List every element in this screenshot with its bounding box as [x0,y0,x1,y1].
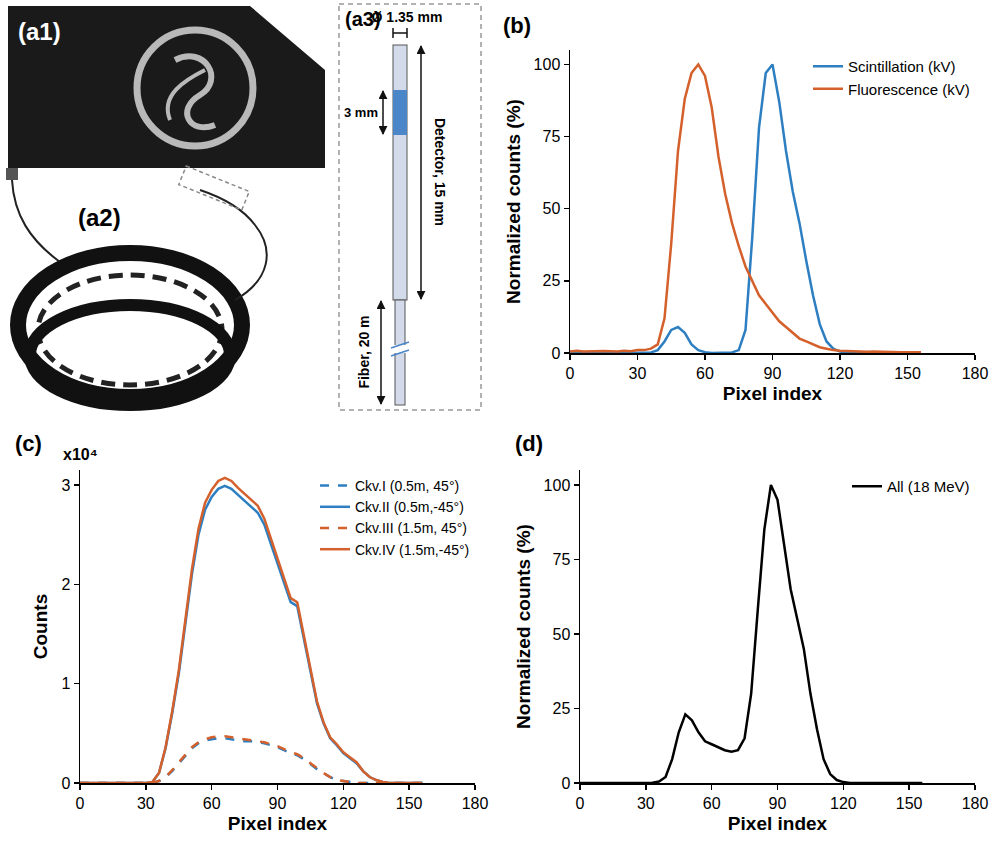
svg-text:(d): (d) [515,431,543,456]
svg-text:180: 180 [962,795,989,812]
svg-text:Pixel index: Pixel index [228,813,328,834]
svg-text:Ckv.II (0.5m,-45°): Ckv.II (0.5m,-45°) [355,499,464,515]
svg-text:Ckv.IV (1.5m,-45°): Ckv.IV (1.5m,-45°) [355,542,469,558]
svg-text:3: 3 [61,477,70,494]
svg-text:Scintillation (kV): Scintillation (kV) [848,58,956,75]
svg-text:0: 0 [576,795,585,812]
svg-text:50: 50 [543,200,561,217]
svg-text:75: 75 [553,551,571,568]
svg-text:0: 0 [561,775,570,792]
svg-text:60: 60 [696,365,714,382]
svg-text:x10⁴: x10⁴ [63,446,98,463]
svg-text:0: 0 [551,345,560,362]
svg-text:(c): (c) [15,431,42,456]
svg-text:120: 120 [330,795,357,812]
svg-text:Detector, 15 mm: Detector, 15 mm [432,118,448,226]
svg-text:All (18 MeV): All (18 MeV) [887,478,970,495]
svg-text:(a2): (a2) [78,204,121,231]
svg-text:1: 1 [61,675,70,692]
svg-text:180: 180 [462,795,489,812]
svg-text:0: 0 [566,365,575,382]
svg-text:Ckv.III (1.5m, 45°): Ckv.III (1.5m, 45°) [355,520,467,536]
svg-text:150: 150 [894,365,921,382]
svg-text:150: 150 [396,795,423,812]
svg-text:150: 150 [896,795,923,812]
svg-text:90: 90 [269,795,287,812]
svg-text:50: 50 [553,626,571,643]
svg-text:2: 2 [61,576,70,593]
svg-text:60: 60 [203,795,221,812]
svg-text:(b): (b) [503,13,531,38]
svg-text:30: 30 [137,795,155,812]
svg-text:0: 0 [61,775,70,792]
svg-text:Pixel index: Pixel index [723,383,823,404]
svg-text:100: 100 [544,477,571,494]
svg-text:Pixel index: Pixel index [728,813,828,834]
svg-text:Normalized counts (%): Normalized counts (%) [503,99,524,304]
svg-text:Counts: Counts [30,594,51,659]
svg-text:0: 0 [76,795,85,812]
svg-text:100: 100 [534,56,561,73]
svg-text:75: 75 [543,128,561,145]
svg-text:Ckv.I (0.5m, 45°): Ckv.I (0.5m, 45°) [355,478,459,494]
svg-text:Ø 1.35 mm: Ø 1.35 mm [372,9,443,25]
svg-text:30: 30 [629,365,647,382]
svg-text:(a3): (a3) [345,8,381,30]
svg-text:Fiber, 20 m: Fiber, 20 m [356,315,372,388]
svg-text:Fluorescence (kV): Fluorescence (kV) [848,81,970,98]
svg-text:25: 25 [553,700,571,717]
svg-text:90: 90 [769,795,787,812]
svg-text:3 mm: 3 mm [344,105,378,120]
svg-text:Normalized counts (%): Normalized counts (%) [513,524,534,729]
svg-text:120: 120 [830,795,857,812]
svg-text:(a1): (a1) [18,18,61,45]
svg-text:25: 25 [543,272,561,289]
svg-text:30: 30 [637,795,655,812]
svg-text:180: 180 [962,365,989,382]
svg-text:60: 60 [703,795,721,812]
svg-text:120: 120 [827,365,854,382]
svg-text:90: 90 [764,365,782,382]
